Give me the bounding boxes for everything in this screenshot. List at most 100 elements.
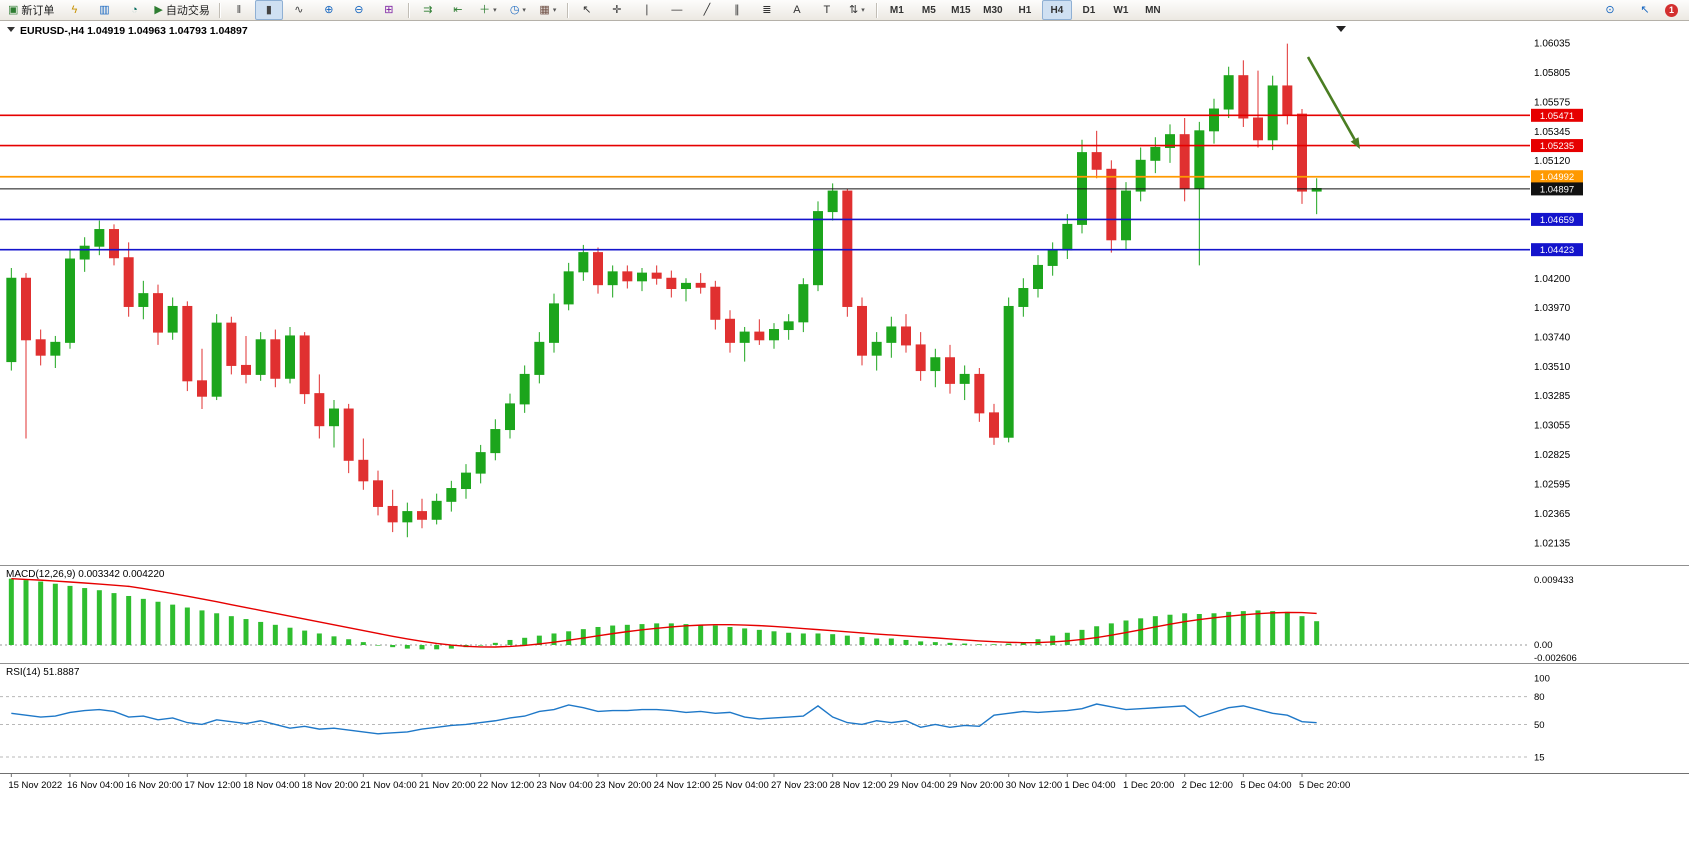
toolbar: ▣ 新订单 ϟ ▥ ◔ ▶ 自动交易 ‖ ▮ ∿ ⊕ ⊖ ⊞ ⇉ ⇤ ＋ ▾ ◷ ▾ ▦ ▾ ↖ ✛ ∣ ― ╱ ∥ ≣ A T ⇅ ▾ M1 M… (0, 0, 1689, 21)
tile-windows-icon: ⊞ (384, 3, 394, 16)
equidistant-channel-icon: ∥ (734, 3, 740, 16)
timeframe-m5-button[interactable]: M5 (921, 4, 936, 16)
periods-dropdown-arrow[interactable]: ▾ (522, 7, 526, 14)
pivot-line-price-badge (1531, 170, 1583, 184)
text-button[interactable]: A (783, 0, 811, 20)
bar-chart-icon: ‖ (236, 3, 242, 16)
time-tick-label: 16 Nov 20:00 (126, 780, 183, 791)
arrows-dropdown-arrow[interactable]: ▾ (861, 7, 865, 14)
chart-shift-button[interactable]: ⇤ (444, 0, 472, 20)
cursor-icon: ↖ (582, 3, 592, 16)
toolbar-right-group: ⊙ ↖ 1 (1595, 0, 1686, 20)
time-tick-label: 29 Nov 20:00 (947, 780, 1004, 791)
horizontal-line-button[interactable]: ― (663, 0, 691, 20)
arrows-icon: ⇅ (849, 3, 859, 16)
crosshair-icon: ✛ (612, 3, 622, 16)
vertical-line-button[interactable]: ∣ (633, 0, 661, 20)
pivot-line-price-badge-label: 1.04992 (1540, 172, 1574, 183)
pointer-button[interactable]: ↖ (1631, 0, 1659, 20)
macd-panel-canvas[interactable]: MACD(12,26,9) 0.003342 0.004220 0.009433 0… (0, 565, 1689, 663)
candlesticks (6, 43, 1322, 538)
main-chart-canvas[interactable]: 1.06035 1.05805 1.05575 1.05345 1.05120 1.048… (0, 21, 1689, 565)
templates-dropdown-arrow[interactable]: ▾ (552, 7, 557, 14)
rsi-indicator-label: RSI(14) 51.8887 (6, 667, 80, 678)
timeframe-m15-button[interactable]: M15 (951, 4, 971, 16)
horizontal-line-icon: ― (671, 3, 683, 16)
time-tick-label: 21 Nov 20:00 (419, 780, 476, 791)
toolbar-separator (407, 2, 409, 18)
timeframe-h4-button[interactable]: H4 (1041, 0, 1072, 20)
templates-icon: ▦ (539, 3, 550, 16)
periods-button[interactable]: ◷ ▾ (504, 0, 532, 20)
timeframe-d1-button[interactable]: D1 (1082, 4, 1096, 16)
time-tick-label: 16 Nov 04:00 (67, 780, 124, 791)
cursor-button[interactable]: ↖ (573, 0, 601, 20)
auto-scroll-button[interactable]: ⇉ (414, 0, 442, 20)
zoom-out-button[interactable]: ⊖ (345, 0, 373, 20)
zoom-in-button[interactable]: ⊕ (315, 0, 343, 20)
time-tick-label: 1 Dec 04:00 (1064, 780, 1115, 791)
time-tick-label: 5 Dec 04:00 (1240, 780, 1291, 791)
data-window-button[interactable]: ◔ (120, 0, 148, 20)
ohlc-info: EURUSD-,H4 1.04919 1.04963 1.04793 1.048… (20, 25, 248, 37)
tile-windows-button[interactable]: ⊞ (375, 0, 403, 20)
resistance-line-1-price-badge-label: 1.05471 (1540, 111, 1574, 122)
indicators-button[interactable]: ＋ ▾ (474, 0, 502, 20)
rsi-scale-label: 80 (1534, 692, 1545, 703)
bid-price-line-price-badge (1531, 182, 1583, 196)
crosshair-button[interactable]: ✛ (603, 0, 631, 20)
scroll-to-end-marker[interactable] (1336, 26, 1346, 32)
macd-histogram (8, 578, 1320, 650)
price-tick-label: 1.02365 (1534, 509, 1571, 520)
price-tick-label: 1.04200 (1534, 274, 1571, 285)
time-tick-label: 18 Nov 20:00 (302, 780, 359, 791)
rsi-panel-canvas[interactable]: 100 80 50 15 RSI(14) 51.8887 (0, 663, 1689, 773)
arrows-button[interactable]: ⇅ ▾ (843, 0, 871, 20)
price-tick-label: 1.02825 (1534, 450, 1571, 461)
bottom-spacer (0, 797, 1689, 859)
timeframe-w1-button[interactable]: W1 (1113, 4, 1129, 16)
search-button[interactable]: ⊙ (1596, 0, 1624, 20)
macd-scale-max: 0.009433 (1534, 575, 1574, 586)
bar-chart-button[interactable]: ‖ (225, 0, 253, 20)
trendline-button[interactable]: ╱ (693, 0, 721, 20)
indicators-dropdown-arrow[interactable]: ▾ (493, 7, 497, 14)
support-line-2-price-badge-label: 1.04423 (1540, 245, 1574, 256)
timeframe-m30-button[interactable]: M30 (983, 4, 1003, 16)
autotrading-icon: ▶ (154, 3, 163, 16)
one-click-trading-toggle[interactable] (7, 27, 15, 32)
time-tick-label: 29 Nov 04:00 (888, 780, 945, 791)
line-chart-button[interactable]: ∿ (285, 0, 313, 20)
time-tick-label: 28 Nov 12:00 (830, 780, 887, 791)
support-line-1-price-badge-label: 1.04659 (1540, 215, 1574, 226)
price-tick-label: 1.03970 (1534, 303, 1571, 314)
time-tick-label: 1 Dec 20:00 (1123, 780, 1174, 791)
sell-signal-arrow[interactable] (1306, 56, 1360, 149)
timeframe-h1-button[interactable]: H1 (1018, 4, 1032, 16)
indicators-icon: ＋ (479, 3, 491, 16)
price-tick-label: 1.05805 (1534, 68, 1571, 79)
text-label-button[interactable]: T (813, 0, 841, 20)
templates-button[interactable]: ▦ ▾ (534, 0, 562, 20)
time-tick-label: 18 Nov 04:00 (243, 780, 300, 791)
new-order-button[interactable]: ▣ 新订单 (4, 0, 58, 20)
new-order-icon: ▣ (8, 3, 19, 16)
candlestick-chart-button[interactable]: ▮ (254, 0, 283, 20)
time-tick-label: 22 Nov 12:00 (478, 780, 535, 791)
price-tick-label: 1.05575 (1534, 97, 1571, 108)
fibonacci-retracement-button[interactable]: ≣ (753, 0, 781, 20)
time-tick-label: 5 Dec 20:00 (1299, 780, 1350, 791)
time-tick-label: 17 Nov 12:00 (184, 780, 241, 791)
time-tick-label: 23 Nov 20:00 (595, 780, 652, 791)
macd-indicator-label: MACD(12,26,9) 0.003342 0.004220 (6, 569, 165, 580)
timeframe-mn-button[interactable]: MN (1145, 4, 1161, 16)
timeframe-m1-button[interactable]: M1 (889, 4, 904, 16)
autotrading-label: 自动交易 (165, 5, 210, 17)
macd-scale-min: -0.002606 (1534, 653, 1577, 663)
notifications-badge[interactable]: 1 (1665, 3, 1678, 17)
equidistant-channel-button[interactable]: ∥ (723, 0, 751, 20)
market-watch-button[interactable]: ▥ (90, 0, 118, 20)
time-axis[interactable]: 15 Nov 2022 16 Nov 04:00 16 Nov 20:00 17 No… (0, 773, 1689, 797)
one-click-trading-button[interactable]: ϟ (60, 0, 88, 20)
autotrading-button[interactable]: ▶ 自动交易 (150, 0, 213, 20)
